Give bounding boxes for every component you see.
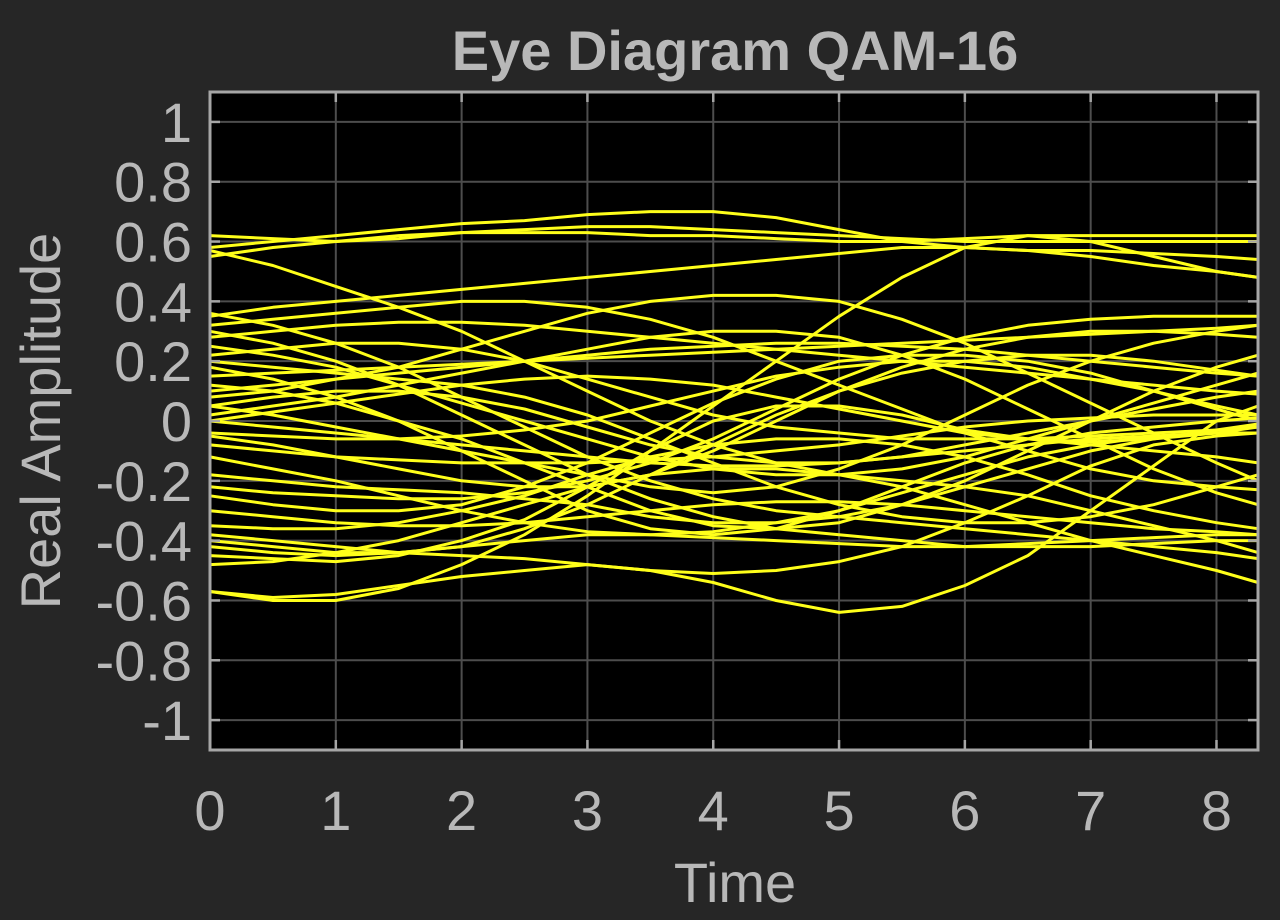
y-tick-label: -0.4 <box>96 510 193 573</box>
trace-line-24 <box>208 341 1260 441</box>
trace-line-36 <box>208 359 1260 525</box>
x-tick-label: 3 <box>572 779 603 842</box>
chart-title: Eye Diagram QAM-16 <box>452 19 1018 82</box>
y-tick-label: 0.8 <box>114 151 192 214</box>
trace-line-6 <box>208 404 1260 614</box>
x-tick-labels: 0 1 2 3 4 5 6 7 8 <box>194 779 1232 842</box>
x-tick-label: 4 <box>698 779 729 842</box>
trace-line-28 <box>208 299 1260 492</box>
x-tick-label: 0 <box>194 779 225 842</box>
trace-line-2 <box>208 210 1260 261</box>
x-tick-label: 7 <box>1075 779 1106 842</box>
trace-line-38 <box>208 374 1260 444</box>
trace-line-23 <box>208 365 1260 537</box>
trace-line-7 <box>208 404 1260 564</box>
x-axis-label: Time <box>674 851 796 914</box>
x-tick-label: 1 <box>320 779 351 842</box>
trace-line-1 <box>208 225 1260 243</box>
y-axis-label: Real Amplitude <box>9 233 72 610</box>
y-tick-label: -1 <box>142 689 192 752</box>
x-tick-label: 6 <box>949 779 980 842</box>
trace-line-3 <box>208 231 1260 258</box>
x-tick-label: 2 <box>446 779 477 842</box>
y-tick-label: 0.6 <box>114 211 192 274</box>
trace-line-33 <box>208 353 1260 555</box>
traces <box>208 210 1260 614</box>
trace-line-18 <box>208 329 1260 507</box>
y-tick-label: -0.2 <box>96 450 193 513</box>
y-tick-labels: 10.80.60.40.20-0.2-0.4-0.6-0.8-1 <box>96 91 193 752</box>
ticks <box>208 92 1258 750</box>
trace-line-37 <box>208 467 1260 584</box>
y-tick-label: -0.6 <box>96 569 193 632</box>
trace-line-34 <box>208 341 1260 393</box>
y-tick-label: 0.4 <box>114 270 192 333</box>
x-tick-label: 8 <box>1201 779 1232 842</box>
y-tick-label: -0.8 <box>96 629 193 692</box>
trace-line-29 <box>208 246 1260 318</box>
y-tick-label: 0.2 <box>114 330 192 393</box>
trace-line-31 <box>208 323 1260 495</box>
y-tick-label: 1 <box>161 91 192 154</box>
trace-line-27 <box>208 329 1260 549</box>
x-tick-label: 5 <box>823 779 854 842</box>
axes-frame <box>208 90 1260 752</box>
trace-line-35 <box>208 329 1260 489</box>
trace-line-12 <box>208 314 1260 501</box>
y-tick-label: 0 <box>161 390 192 453</box>
